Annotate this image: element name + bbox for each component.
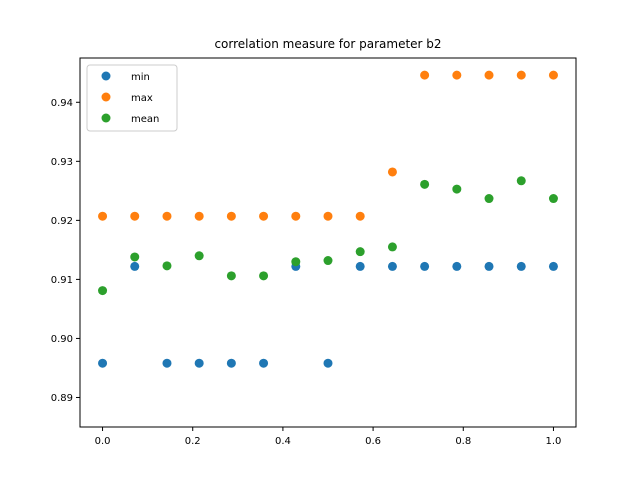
point-max-11 [452, 70, 462, 80]
point-max-7 [323, 211, 333, 221]
point-max-10 [420, 70, 430, 80]
point-min-5 [259, 358, 269, 368]
point-mean-7 [323, 256, 333, 266]
point-max-8 [355, 211, 365, 221]
legend-marker-min [101, 71, 111, 81]
x-tick-label: 1.0 [546, 436, 562, 447]
point-min-3 [194, 358, 204, 368]
plot-area: 0.0 0.2 0.4 0.6 0.8 1.0 0.890.900.910.920.930… [51, 57, 577, 447]
x-tick-label: 0.0 [95, 436, 111, 447]
legend-label-mean: mean [131, 114, 159, 125]
point-min-1 [130, 261, 140, 271]
point-mean-13 [516, 176, 526, 186]
x-tick-label: 0.2 [185, 436, 201, 447]
point-min-7 [323, 358, 333, 368]
point-mean-14 [548, 194, 558, 204]
point-max-3 [194, 211, 204, 221]
x-tick-label: 0.4 [275, 436, 291, 447]
legend-marker-max [101, 92, 111, 102]
x-axis: 0.0 0.2 0.4 0.6 0.8 1.0 [95, 427, 562, 447]
y-tick-label: 0.90 [51, 334, 73, 345]
point-min-11 [452, 261, 462, 271]
x-tick-label: 0.6 [365, 436, 381, 447]
point-min-8 [355, 261, 365, 271]
x-tick-label: 0.8 [455, 436, 471, 447]
point-min-12 [484, 261, 494, 271]
point-max-2 [162, 211, 172, 221]
point-mean-0 [98, 286, 108, 296]
point-mean-2 [162, 261, 172, 271]
point-mean-1 [130, 252, 140, 262]
point-mean-12 [484, 194, 494, 204]
point-min-13 [516, 261, 526, 271]
point-max-9 [387, 167, 397, 177]
y-tick-label: 0.93 [51, 157, 73, 168]
point-min-2 [162, 358, 172, 368]
point-min-9 [387, 261, 397, 271]
point-mean-3 [194, 251, 204, 261]
legend-marker-mean [101, 113, 111, 123]
point-min-0 [98, 358, 108, 368]
y-tick-label: 0.92 [51, 216, 73, 227]
y-tick-label: 0.89 [51, 393, 73, 404]
y-axis: 0.89 0.90 0.91 0.92 0.93 0.94 [51, 98, 80, 404]
point-mean-6 [291, 257, 301, 267]
point-mean-11 [452, 184, 462, 194]
point-min-10 [420, 261, 430, 271]
data-points [98, 70, 558, 368]
legend: min max mean [86, 64, 178, 132]
chart-title: correlation measure for parameter b2 [214, 37, 441, 51]
point-mean-9 [387, 242, 397, 252]
y-tick-label: 0.91 [51, 275, 73, 286]
legend-label-max: max [131, 93, 153, 104]
point-max-5 [259, 211, 269, 221]
point-mean-5 [259, 271, 269, 281]
legend-entries: min max mean [101, 71, 159, 125]
point-min-4 [226, 358, 236, 368]
legend-label-min: min [131, 72, 150, 83]
point-max-4 [226, 211, 236, 221]
point-max-13 [516, 70, 526, 80]
legend-frame [86, 64, 178, 132]
point-mean-8 [355, 247, 365, 257]
point-max-14 [548, 70, 558, 80]
point-mean-4 [226, 271, 236, 281]
point-max-1 [130, 211, 140, 221]
axes-frame [79, 57, 577, 428]
point-max-6 [291, 211, 301, 221]
point-mean-10 [420, 179, 430, 189]
point-min-14 [548, 261, 558, 271]
point-max-12 [484, 70, 494, 80]
y-tick-label: 0.94 [51, 98, 73, 109]
point-max-0 [98, 211, 108, 221]
